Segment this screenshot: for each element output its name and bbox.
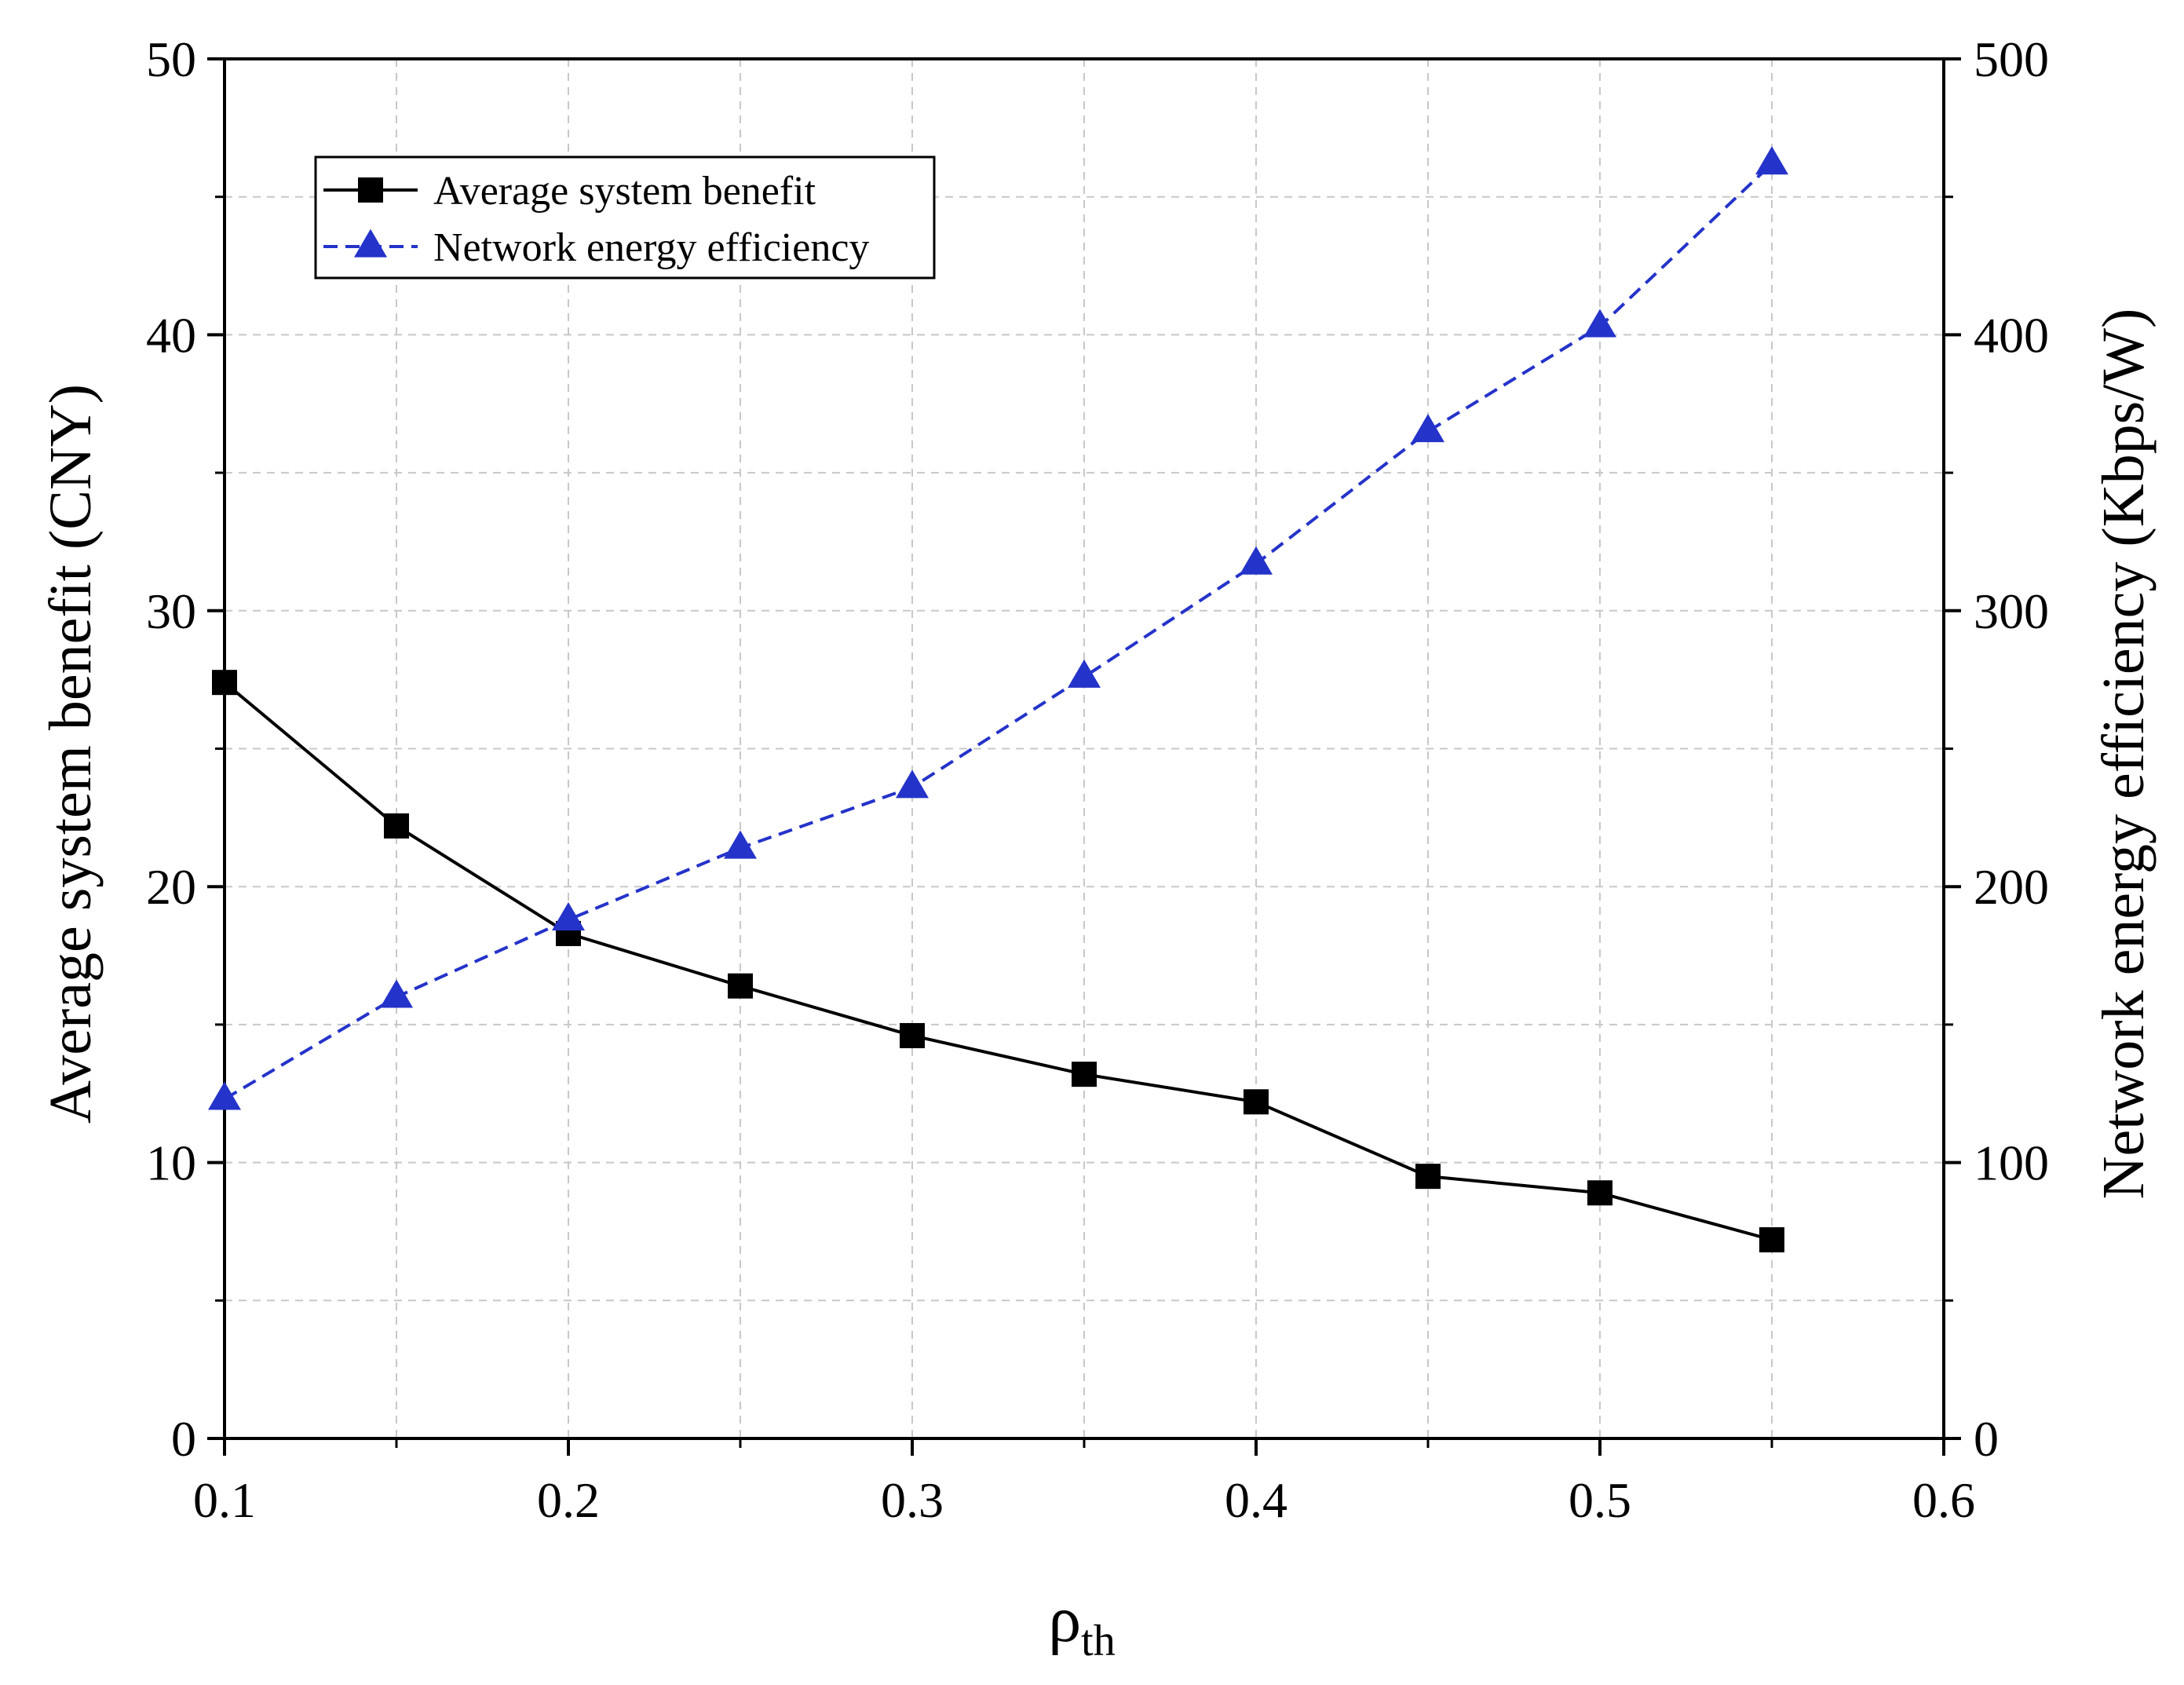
- data-point-square: [212, 670, 237, 696]
- data-point-square: [728, 973, 753, 999]
- x-axis-title: ρth: [1048, 1583, 1115, 1665]
- series: [208, 146, 1788, 1252]
- data-point-triangle: [552, 902, 585, 931]
- x-tick-label: 0.3: [881, 1472, 944, 1528]
- data-point-triangle: [896, 769, 929, 799]
- data-point-triangle: [1240, 546, 1273, 575]
- grid: [225, 59, 1944, 1438]
- legend: Average system benefit Network energy eff…: [314, 155, 936, 280]
- y-left-tick-label: 10: [146, 1135, 196, 1191]
- data-point-square: [1587, 1180, 1612, 1206]
- y-left-tick-label: 50: [146, 31, 196, 87]
- series-line-2: [223, 163, 1773, 1101]
- legend-marker-square: [358, 177, 383, 203]
- legend-box: [314, 155, 936, 280]
- y-left-tick-label: 30: [146, 583, 196, 639]
- y-left-tick-label: 0: [171, 1411, 196, 1467]
- axes: 0.1 0.2 0.3 0.4 0.5 0.60102030405001002003004…: [146, 31, 2049, 1528]
- legend-label: Average system benefit: [433, 169, 816, 214]
- y-left-tick-label: 20: [146, 859, 196, 915]
- data-point-triangle: [380, 979, 413, 1008]
- y-right-axis-title: Network energy efficiency (Kbps/W): [2091, 309, 2157, 1200]
- y-right-tick-label: 400: [1974, 307, 2049, 363]
- legend-marker-triangle: [354, 228, 387, 258]
- data-point-square: [1244, 1089, 1269, 1115]
- data-point-square: [900, 1022, 925, 1048]
- y-right-tick-label: 300: [1974, 583, 2049, 639]
- x-tick-label: 0.6: [1912, 1472, 1975, 1528]
- data-point-triangle: [1583, 309, 1616, 338]
- y-right-tick-label: 100: [1974, 1135, 2049, 1191]
- legend-label: Network energy efficiency: [433, 225, 869, 270]
- data-point-triangle: [208, 1081, 241, 1110]
- x-tick-label: 0.4: [1225, 1472, 1287, 1528]
- x-tick-label: 0.5: [1569, 1472, 1631, 1528]
- data-point-square: [1759, 1226, 1784, 1252]
- y-left-axis-title: Average system benefit (CNY): [38, 384, 104, 1124]
- data-point-square: [1415, 1164, 1441, 1190]
- y-right-tick-label: 200: [1974, 859, 2049, 915]
- y-right-tick-label: 0: [1974, 1411, 1999, 1467]
- y-right-tick-label: 500: [1974, 31, 2049, 87]
- data-point-triangle: [724, 830, 757, 859]
- data-point-triangle: [1068, 659, 1101, 688]
- data-point-square: [384, 813, 409, 839]
- data-point-triangle: [1755, 146, 1788, 175]
- x-axis-title-subscript: th: [1081, 1617, 1116, 1665]
- x-tick-label: 0.2: [537, 1472, 600, 1528]
- x-axis-title-main: ρ: [1048, 1583, 1081, 1656]
- series-line-1: [223, 681, 1773, 1241]
- y-left-tick-label: 40: [146, 307, 196, 363]
- data-point-square: [1072, 1062, 1097, 1087]
- x-tick-label: 0.1: [193, 1472, 256, 1528]
- data-point-triangle: [1412, 414, 1444, 443]
